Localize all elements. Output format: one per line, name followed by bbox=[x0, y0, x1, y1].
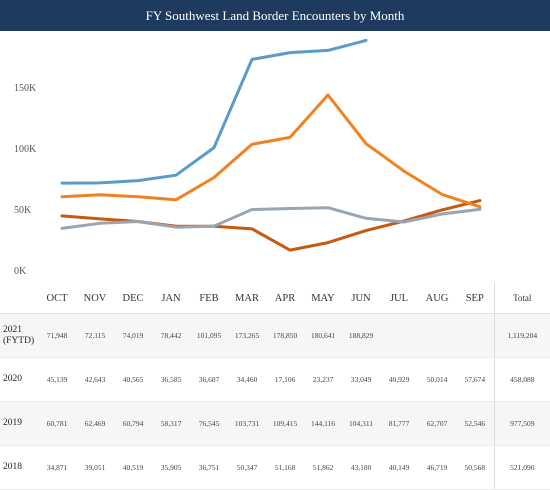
total-cell: 977,509 bbox=[493, 401, 550, 446]
month-header: JUL bbox=[380, 283, 418, 314]
table-cell: 76,545 bbox=[190, 401, 228, 446]
table-cell: 40,149 bbox=[380, 445, 418, 490]
table-cell: 144,116 bbox=[304, 401, 342, 446]
table-cell: 36,751 bbox=[190, 445, 228, 490]
table-cell: 180,641 bbox=[304, 313, 342, 358]
table-cell: 50,568 bbox=[456, 445, 494, 490]
table-cell: 36,687 bbox=[190, 357, 228, 402]
series-line bbox=[60, 93, 482, 209]
table-cell: 60,794 bbox=[114, 401, 152, 446]
data-table-wrap: OCT NOV DEC JAN FEB MAR APR MAY JUN JUL AUG SEP Tota… bbox=[0, 283, 550, 490]
month-header: MAR bbox=[228, 283, 266, 314]
month-header: MAY bbox=[304, 283, 342, 314]
table-cell: 71,948 bbox=[38, 313, 76, 358]
table-cell: 50,347 bbox=[228, 445, 266, 490]
table-cell: 40,565 bbox=[114, 357, 152, 402]
table-cell bbox=[456, 313, 494, 358]
month-header: JUN bbox=[342, 283, 380, 314]
chart-title: FY Southwest Land Border Encounters by M… bbox=[145, 7, 405, 23]
table-cell: 51,862 bbox=[304, 445, 342, 490]
table-cell: 178,850 bbox=[266, 313, 304, 358]
total-cell: 521,090 bbox=[493, 445, 550, 490]
table-cell: 103,731 bbox=[228, 401, 266, 446]
month-header: DEC bbox=[114, 283, 152, 314]
y-tick-label: 100K bbox=[14, 144, 37, 155]
table-cell bbox=[380, 313, 418, 358]
table-cell: 58,317 bbox=[152, 401, 190, 446]
line-chart: 0K 50K 100K 150K bbox=[0, 31, 550, 283]
table-cell: 34,460 bbox=[228, 357, 266, 402]
table-cell: 46,719 bbox=[418, 445, 456, 490]
table-header-row: OCT NOV DEC JAN FEB MAR APR MAY JUN JUL AUG SEP Tota… bbox=[0, 283, 550, 314]
table-cell: 188,829 bbox=[342, 313, 380, 358]
table-cell: 40,519 bbox=[114, 445, 152, 490]
series-line bbox=[60, 206, 482, 230]
table-cell: 74,019 bbox=[114, 313, 152, 358]
data-table: OCT NOV DEC JAN FEB MAR APR MAY JUN JUL AUG SEP Tota… bbox=[0, 283, 550, 490]
table-cell: 57,674 bbox=[456, 357, 494, 402]
table-cell: 62,469 bbox=[76, 401, 114, 446]
table-row: 2021 (FYTD) 71,948 72,115 74,019 78,442 101,0… bbox=[0, 313, 550, 358]
table-cell: 104,311 bbox=[342, 401, 380, 446]
table-row: 2020 45,139 42,643 40,565 36,585 36,687 34,460… bbox=[0, 357, 550, 402]
table-cell: 50,014 bbox=[418, 357, 456, 402]
table-cell: 42,643 bbox=[76, 357, 114, 402]
chart-title-bar: FY Southwest Land Border Encounters by M… bbox=[0, 0, 550, 31]
table-cell: 35,905 bbox=[152, 445, 190, 490]
table-cell: 36,585 bbox=[152, 357, 190, 402]
table-cell: 23,237 bbox=[304, 357, 342, 402]
month-header: FEB bbox=[190, 283, 228, 314]
month-header: JAN bbox=[152, 283, 190, 314]
table-cell: 81,777 bbox=[380, 401, 418, 446]
total-cell: 458,088 bbox=[493, 357, 550, 402]
table-cell bbox=[418, 313, 456, 358]
table-cell: 62,707 bbox=[418, 401, 456, 446]
month-header: SEP bbox=[456, 283, 494, 314]
corner-cell bbox=[0, 283, 38, 314]
year-label: 2020 bbox=[0, 357, 38, 402]
table-cell: 34,871 bbox=[38, 445, 76, 490]
total-cell: 1,119,204 bbox=[493, 313, 550, 358]
table-cell: 40,929 bbox=[380, 357, 418, 402]
series-line bbox=[60, 38, 368, 185]
table-cell: 72,115 bbox=[76, 313, 114, 358]
y-tick-label: 150K bbox=[14, 83, 37, 94]
total-header: Total bbox=[493, 283, 550, 314]
table-row: 2019 60,781 62,469 60,794 58,317 76,545 103,73… bbox=[0, 401, 550, 446]
table-cell: 173,265 bbox=[228, 313, 266, 358]
table-cell: 109,415 bbox=[266, 401, 304, 446]
table-cell: 52,546 bbox=[456, 401, 494, 446]
y-tick-label: 50K bbox=[14, 205, 32, 216]
table-cell: 17,106 bbox=[266, 357, 304, 402]
table-body: 2021 (FYTD) 71,948 72,115 74,019 78,442 101,0… bbox=[0, 313, 550, 490]
table-cell: 60,781 bbox=[38, 401, 76, 446]
month-header: AUG bbox=[418, 283, 456, 314]
y-tick-label: 0K bbox=[14, 266, 27, 277]
month-header: OCT bbox=[38, 283, 76, 314]
table-cell: 33,049 bbox=[342, 357, 380, 402]
table-row: 2018 34,871 39,051 40,519 35,905 36,751 50,347… bbox=[0, 445, 550, 490]
table-cell: 39,051 bbox=[76, 445, 114, 490]
table-cell: 101,095 bbox=[190, 313, 228, 358]
line-chart-svg: 0K 50K 100K 150K bbox=[14, 38, 482, 277]
table-cell: 43,180 bbox=[342, 445, 380, 490]
year-label: 2018 bbox=[0, 445, 38, 490]
table-cell: 78,442 bbox=[152, 313, 190, 358]
table-cell: 45,139 bbox=[38, 357, 76, 402]
table-cell: 51,168 bbox=[266, 445, 304, 490]
month-header: APR bbox=[266, 283, 304, 314]
month-header: NOV bbox=[76, 283, 114, 314]
year-label: 2021 (FYTD) bbox=[0, 313, 38, 358]
year-label: 2019 bbox=[0, 401, 38, 446]
